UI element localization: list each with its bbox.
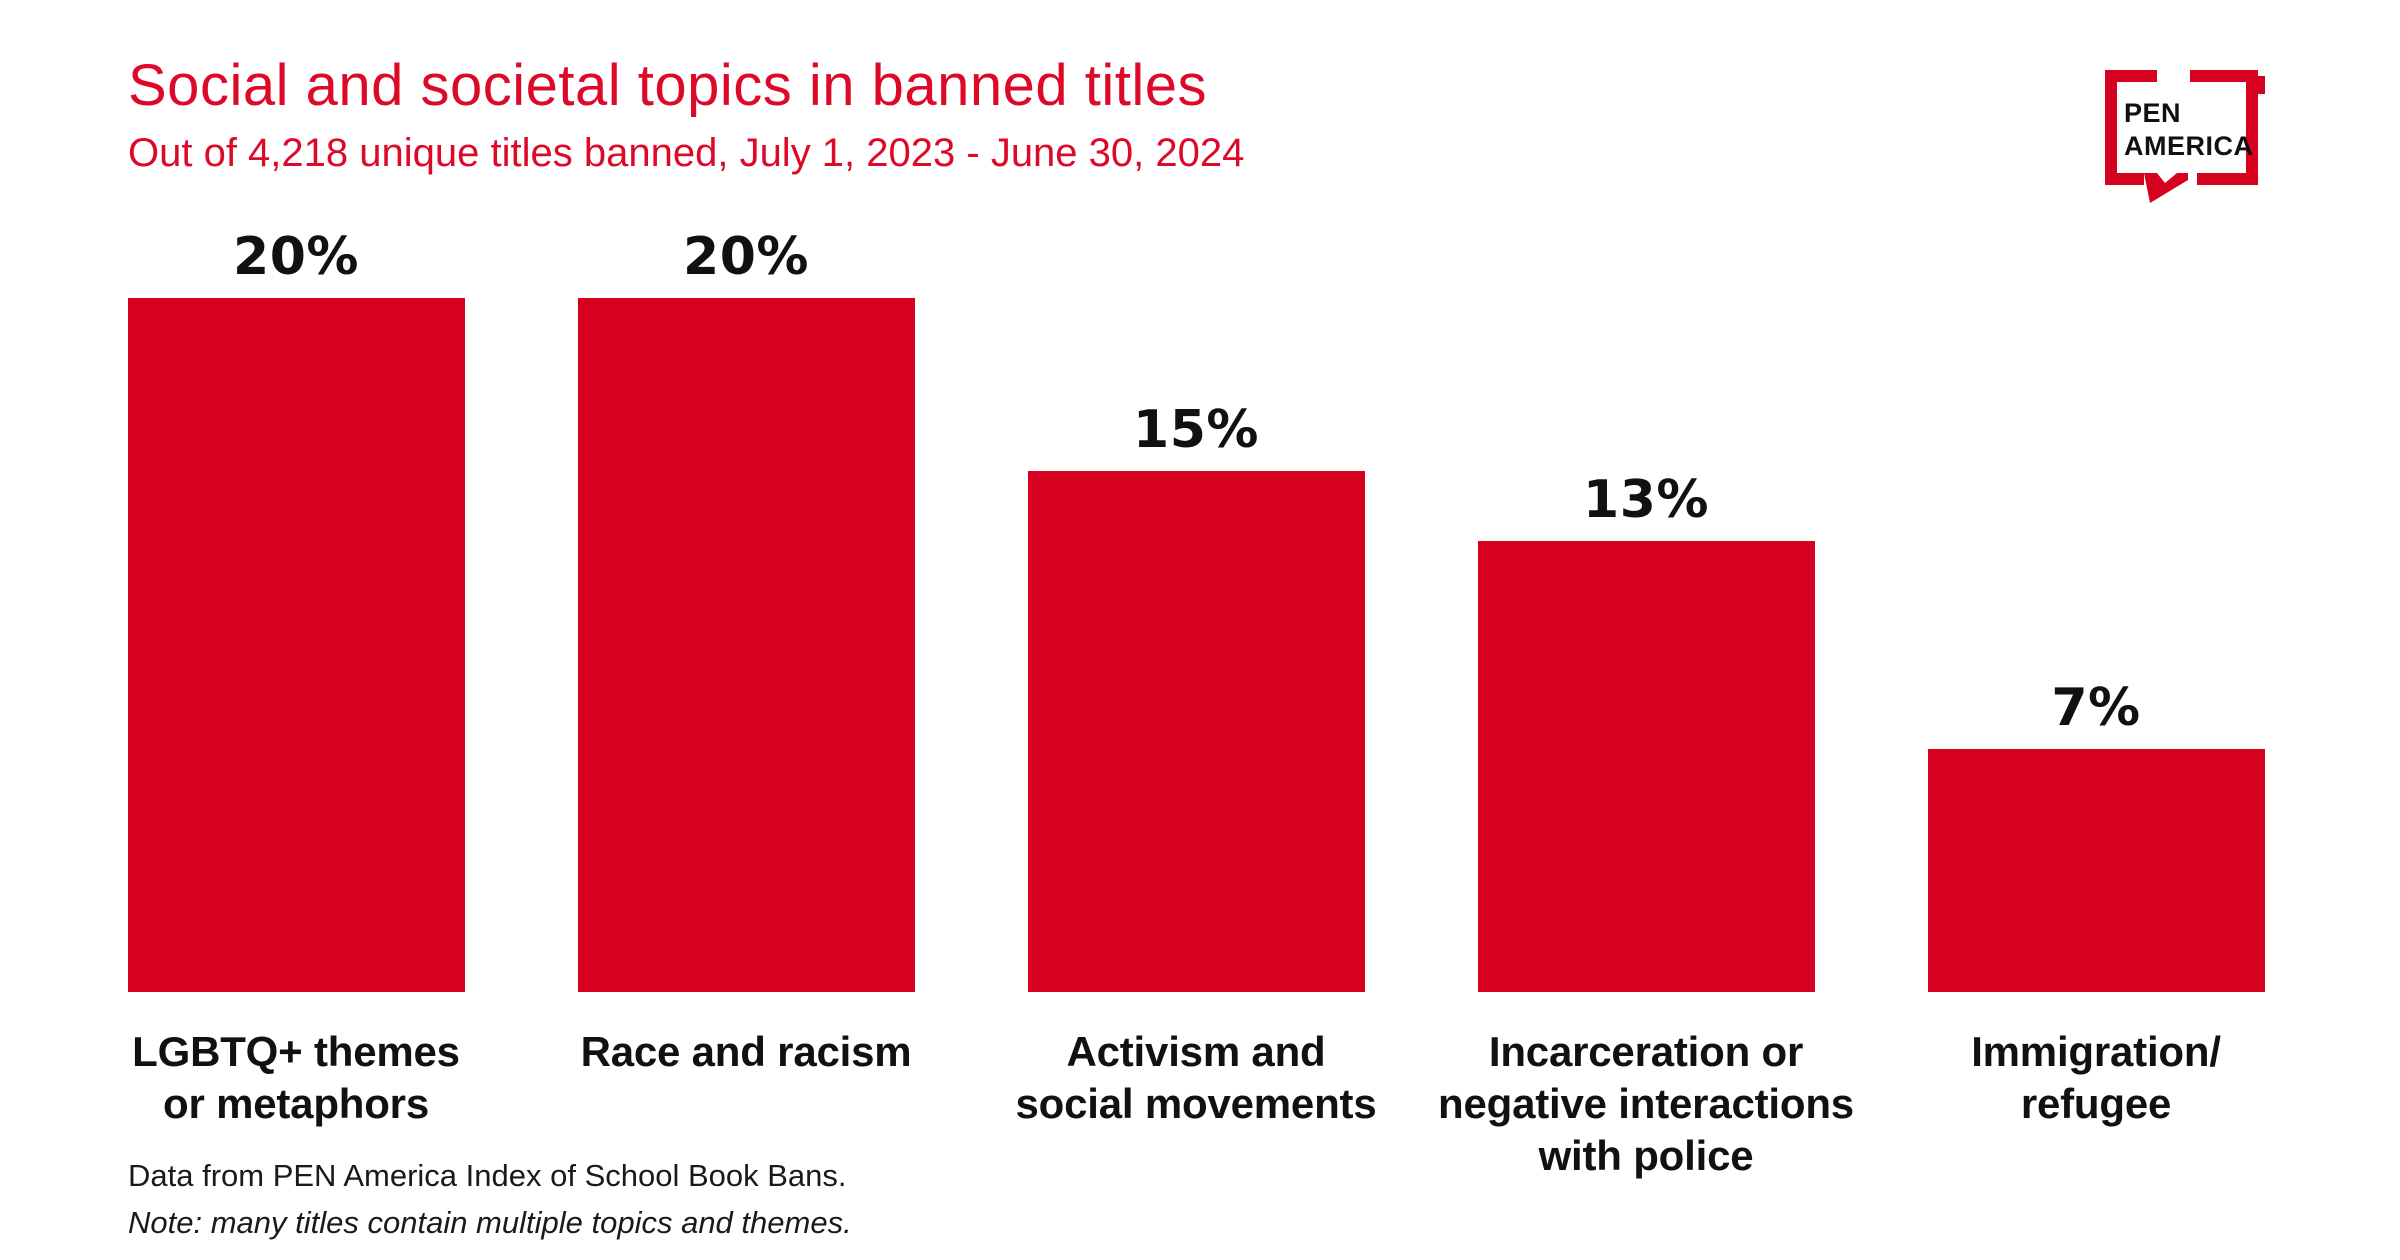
logo-bubble-frame <box>2105 70 2265 203</box>
logo-text-america: AMERICA <box>2124 131 2254 161</box>
logo-text-pen: PEN <box>2124 98 2181 128</box>
bar <box>1927 749 2265 992</box>
bar-value-label: 20% <box>683 227 809 287</box>
bar-chart: 20% LGBTQ+ themes or metaphors 20% Race and … <box>71 212 2321 1212</box>
page-subtitle: Out of 4,218 unique titles banned, July … <box>128 131 1245 175</box>
bar-group: 7% Immigration/refugee <box>1871 212 2321 1212</box>
bar-group: 15% Activism and social movements <box>971 212 1421 1212</box>
bar-group: 13% Incarceration or negative interactions… <box>1421 212 1871 1212</box>
page-title: Social and societal topics in banned tit… <box>128 53 1208 118</box>
bar-value-label: 7% <box>2051 678 2141 738</box>
bar-category-label: Immigration/refugee <box>1971 1028 2221 1127</box>
bar-category-label: Activism and social movements <box>1015 1028 1377 1127</box>
note-text: Note: many titles contain multiple topic… <box>128 1205 852 1240</box>
bar <box>1477 541 1815 992</box>
speech-tail-icon <box>2144 173 2188 203</box>
bar-value-label: 20% <box>233 227 359 287</box>
bar <box>1027 471 1365 992</box>
bar-group: 20% Race and racism <box>521 212 971 1212</box>
bar-value-label: 15% <box>1133 400 1259 460</box>
bar-category-label: LGBTQ+ themes or metaphors <box>132 1028 460 1127</box>
bar-category-label: Incarceration or negative interactions wit… <box>1438 1028 1854 1179</box>
pen-america-logo: PEN AMERICA <box>2105 70 2265 203</box>
bar-value-label: 13% <box>1583 470 1709 530</box>
bar-group: 20% LGBTQ+ themes or metaphors <box>71 212 521 1212</box>
bar <box>577 298 915 992</box>
bar <box>127 298 465 992</box>
chart-footer: Data from PEN America Index of School Bo… <box>128 1152 852 1246</box>
bar-category-label: Race and racism <box>580 1028 912 1075</box>
source-text: Data from PEN America Index of School Bo… <box>128 1158 847 1193</box>
chart-header: Social and societal topics in banned tit… <box>128 52 1244 178</box>
